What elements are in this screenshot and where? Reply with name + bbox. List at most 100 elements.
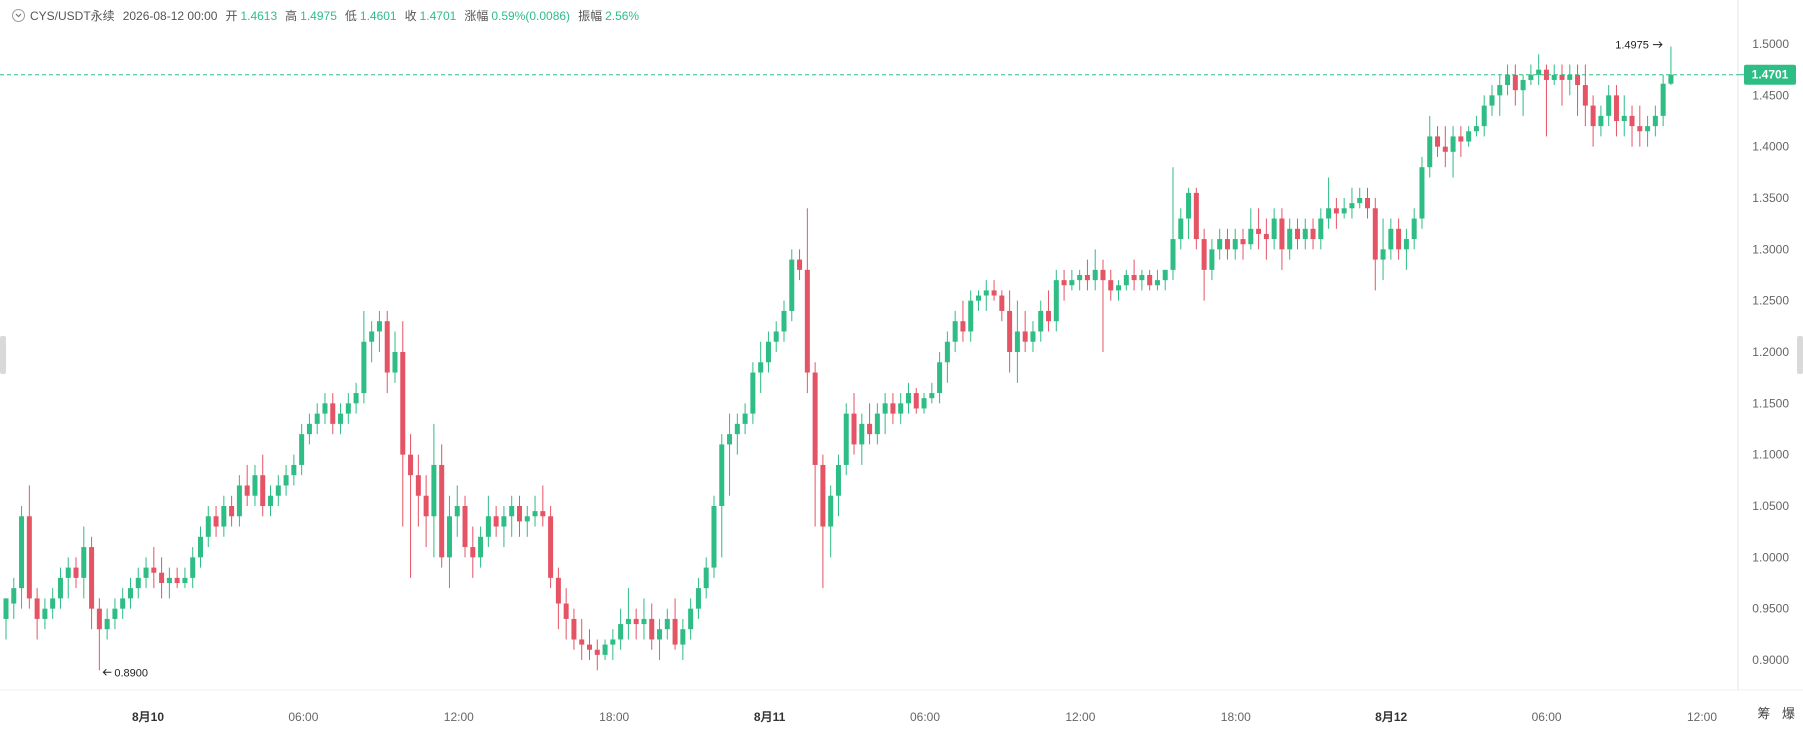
candle-body[interactable] — [812, 372, 818, 465]
chevron-down-icon[interactable] — [12, 9, 25, 22]
candle-body[interactable] — [306, 423, 312, 435]
candle-body[interactable] — [322, 403, 328, 414]
candle-body[interactable] — [1652, 115, 1658, 127]
candle-body[interactable] — [602, 644, 608, 655]
candle-body[interactable] — [1186, 192, 1192, 219]
candle-body[interactable] — [1380, 249, 1386, 260]
candle-body[interactable] — [509, 506, 515, 517]
candle-body[interactable] — [275, 485, 281, 496]
candle-body[interactable] — [594, 649, 600, 655]
candle-body[interactable] — [1497, 85, 1503, 96]
candle-body[interactable] — [1193, 192, 1199, 240]
candle-body[interactable] — [1256, 228, 1262, 234]
candle-body[interactable] — [1162, 269, 1168, 281]
candle-body[interactable] — [221, 506, 227, 527]
candle-body[interactable] — [1598, 115, 1604, 127]
candle-body[interactable] — [695, 588, 701, 609]
candle-body[interactable] — [688, 608, 694, 630]
candle-body[interactable] — [1209, 249, 1215, 270]
candle-body[interactable] — [1543, 69, 1549, 80]
candle-body[interactable] — [555, 577, 561, 604]
candle-body[interactable] — [213, 516, 219, 527]
candle-body[interactable] — [384, 321, 390, 373]
candle-body[interactable] — [1326, 208, 1332, 219]
candle-body[interactable] — [439, 464, 445, 558]
candle-body[interactable] — [1606, 95, 1612, 116]
candle-body[interactable] — [820, 464, 826, 527]
candle-body[interactable] — [1154, 280, 1160, 286]
candle-body[interactable] — [1170, 239, 1176, 270]
left-scroll-handle[interactable] — [0, 336, 6, 374]
candle-body[interactable] — [874, 413, 880, 435]
candle-body[interactable] — [462, 506, 468, 548]
candle-body[interactable] — [198, 536, 203, 558]
candle-body[interactable] — [190, 557, 196, 578]
candle-body[interactable] — [703, 567, 709, 589]
candle-body[interactable] — [50, 598, 56, 609]
candle-body[interactable] — [182, 577, 188, 583]
candle-body[interactable] — [135, 577, 141, 589]
candle-body[interactable] — [26, 516, 32, 599]
candle-body[interactable] — [1263, 233, 1269, 240]
candle-body[interactable] — [1302, 228, 1308, 240]
candle-body[interactable] — [1442, 146, 1448, 152]
candle-body[interactable] — [929, 393, 935, 399]
candle-body[interactable] — [1333, 208, 1339, 214]
candle-body[interactable] — [96, 608, 102, 630]
candle-body[interactable] — [376, 321, 382, 332]
candle-body[interactable] — [944, 341, 950, 363]
candle-body[interactable] — [1014, 331, 1020, 352]
candle-body[interactable] — [1077, 275, 1083, 281]
candle-body[interactable] — [1536, 69, 1542, 75]
candle-body[interactable] — [991, 290, 997, 296]
candle-body[interactable] — [1473, 126, 1479, 132]
candle-body[interactable] — [1559, 74, 1565, 80]
candle-body[interactable] — [1123, 275, 1129, 286]
candle-body[interactable] — [369, 331, 375, 342]
candle-body[interactable] — [1388, 228, 1394, 250]
candle-body[interactable] — [127, 588, 133, 599]
candle-body[interactable] — [244, 485, 250, 496]
candle-body[interactable] — [516, 506, 522, 522]
candle-body[interactable] — [828, 495, 834, 527]
candle-body[interactable] — [330, 403, 336, 424]
candle-body[interactable] — [1310, 228, 1316, 240]
candle-body[interactable] — [1038, 310, 1044, 332]
candle-body[interactable] — [478, 536, 484, 558]
candle-body[interactable] — [361, 341, 367, 394]
candle-body[interactable] — [1007, 310, 1013, 352]
candle-body[interactable] — [742, 413, 748, 424]
candle-body[interactable] — [1419, 167, 1425, 219]
candle-body[interactable] — [1092, 269, 1098, 281]
candle-body[interactable] — [1248, 228, 1254, 245]
candle-body[interactable] — [236, 485, 242, 517]
candle-body[interactable] — [610, 639, 616, 645]
candle-body[interactable] — [1512, 74, 1518, 91]
candle-body[interactable] — [1217, 239, 1223, 250]
candle-body[interactable] — [664, 618, 670, 630]
candle-body[interactable] — [1100, 269, 1106, 281]
candle-body[interactable] — [672, 618, 678, 645]
candle-body[interactable] — [470, 547, 476, 558]
candle-body[interactable] — [1637, 126, 1643, 132]
candle-body[interactable] — [1061, 280, 1067, 286]
candle-body[interactable] — [1271, 218, 1277, 240]
candle-body[interactable] — [1372, 208, 1378, 260]
right-scroll-handle[interactable] — [1797, 336, 1803, 374]
candle-body[interactable] — [19, 516, 25, 589]
candle-body[interactable] — [1139, 275, 1145, 281]
candle-body[interactable] — [392, 352, 398, 373]
candle-body[interactable] — [937, 362, 943, 394]
candle-body[interactable] — [532, 511, 538, 517]
candle-body[interactable] — [905, 393, 911, 404]
candle-body[interactable] — [1450, 136, 1456, 152]
candle-body[interactable] — [1232, 239, 1238, 250]
candle-body[interactable] — [57, 577, 63, 599]
candle-body[interactable] — [1505, 74, 1511, 86]
candle-body[interactable] — [1084, 275, 1090, 281]
candle-body[interactable] — [1022, 331, 1028, 342]
candle-body[interactable] — [983, 290, 989, 296]
candle-body[interactable] — [835, 464, 841, 496]
candle-body[interactable] — [1349, 203, 1355, 209]
